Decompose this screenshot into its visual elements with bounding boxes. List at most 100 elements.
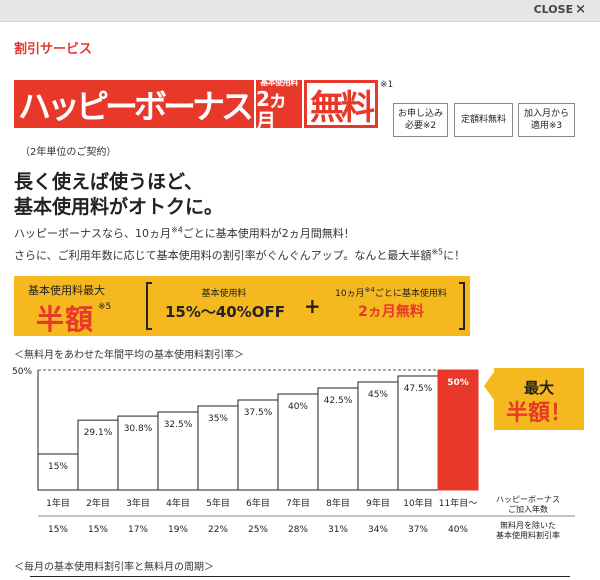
tag-line: 定額料無料 [460,115,506,125]
close-icon: × [575,2,586,17]
x-tick-label-9: 9年目 [366,497,390,509]
banner-plus: + [304,294,321,318]
tag-line: 加入月から [523,109,569,119]
tag-flat-fee-free: 定額料無料 [454,103,513,137]
row-label-years-1: ハッピーボーナス [496,495,560,504]
x-tick-label-11: 11年目～ [439,497,477,509]
description-para-1: ハッピーボーナスなら、10ヵ月※4ごとに基本使用料が2ヵ月間無料！ [14,225,355,241]
bar-6 [237,399,279,491]
para2-pre: さらに、ご利用年数に応じて基本使用料の割引率がぐんぐんアップ。なんと最大半額 [14,249,432,262]
bar-label-10: 47.5% [404,384,433,394]
bracket-right [459,282,465,330]
banner-half-sup: ※5 [98,302,112,312]
bar-label-9: 45% [368,390,388,400]
chart-caption: ＜無料月をあわせた年間平均の基本使用料割引率＞ [14,350,244,361]
x-tick-label-3: 3年目 [126,497,150,509]
x-tick-label-5: 5年目 [206,497,230,509]
x-tick-label-10: 10年目 [403,497,432,509]
close-label: CLOSE [533,3,574,16]
x-tick-label-1: 1年目 [46,497,70,509]
bar-8 [317,387,359,491]
logo-note: ※1 [380,80,394,90]
table-top-border [30,576,570,580]
bar-label-11: 50% [447,378,469,388]
bar-2 [77,419,119,491]
row-label-years-2: ご加入年数 [508,504,548,514]
bar-label-3: 30.8% [124,424,153,434]
excl-rate-5: 22% [208,525,228,535]
logo-months-text: 2ヵ月 [256,86,288,133]
x-tick-label-6: 6年目 [246,497,270,509]
excl-rate-1: 15% [48,525,68,535]
discount-rate-chart: 50% 15% 1年目 15% 29.1% 2年目 15% 30.8% 3年目 17% 32.5% 4… [12,367,584,540]
banner-half: 半額 [36,303,95,336]
bar-11 [437,369,479,491]
tag-application-required: お申し込み必要※2 [393,103,448,137]
tag-line: 適用※3 [530,121,563,131]
x-tick-label-7: 7年目 [286,497,310,509]
tag-line: お申し込み [397,109,443,119]
row-label-rate-2: 基本使用料割引率 [496,530,560,540]
top-bar: CLOSE × [0,0,600,22]
bar-label-2: 29.1% [84,428,113,438]
p2-pre: 10ヵ月 [335,289,365,299]
close-button[interactable]: CLOSE × [534,3,586,16]
para1-post: ごとに基本使用料が2ヵ月間無料！ [182,227,355,240]
contract-note: （2年単位のご契約） [20,147,117,158]
excl-rate-9: 34% [368,525,388,535]
excl-rate-11: 40% [448,525,468,535]
banner-max-label: 基本使用料最大 [28,284,105,297]
discount-banner: 基本使用料最大 半額 ※5 基本使用料 15%～40%OFF + 10ヵ月※4ご… [14,276,470,336]
bar-label-4: 32.5% [164,420,193,430]
excl-rate-10: 37% [408,525,428,535]
banner-part1-value: 15%～40%OFF [164,303,286,321]
excl-rate-7: 28% [288,525,308,535]
p2-sup: ※4 [364,286,375,294]
excl-rate-6: 25% [248,525,268,535]
headline-line2: 基本使用料がオトクに。 [14,196,224,218]
bar-label-6: 37.5% [244,408,273,418]
headline-line1: 長く使えば使うほど、 [14,171,204,193]
x-tick-label-8: 8年目 [326,497,350,509]
x-tick-label-2: 2年目 [86,497,110,509]
row-label-rate-1: 無料月を除いた [500,520,556,530]
bar-label-5: 35% [208,414,228,424]
logo-free-text: 無料 [304,80,378,128]
y-top-label: 50% [12,367,32,377]
banner-part2-label: 10ヵ月※4ごとに基本使用料 [326,286,456,299]
para1-sup: ※4 [171,225,183,235]
x-tick-label-4: 4年目 [166,497,190,509]
excl-rate-4: 19% [168,525,188,535]
bar-3 [117,415,159,491]
banner-part1-label: 基本使用料 [201,289,247,299]
logo-small-text: 基本使用料 [260,77,298,87]
callout-shape [484,368,584,430]
bar-4 [157,411,199,491]
para2-post: に！ [443,249,466,262]
excl-rate-3: 17% [128,525,148,535]
happy-bonus-logo: ハッピーボーナス 基本使用料 2ヵ月 無料 ※1 [14,77,394,132]
para2-sup: ※5 [431,247,444,257]
description-para-2: さらに、ご利用年数に応じて基本使用料の割引率がぐんぐんアップ。なんと最大半額※5… [14,247,465,263]
bar-label-7: 40% [288,402,308,412]
headline: 長く使えば使うほど、 基本使用料がオトクに。 [14,170,223,220]
chart-caption-2: ＜毎月の基本使用料割引率と無料月の周期＞ [14,562,214,573]
tag-applied-from-join-month: 加入月から適用※3 [518,103,575,137]
callout-line1: 最大 [524,379,554,397]
bar-label-1: 15% [48,462,68,472]
tag-line: 必要※2 [404,121,437,131]
p2-post: ごとに基本使用料 [374,289,447,299]
logo-stack: 基本使用料 2ヵ月 [254,77,302,132]
para1-pre: ハッピーボーナスなら、10ヵ月 [14,227,171,240]
callout-line2: 半額！ [506,400,572,426]
bar-7 [277,393,319,491]
logo-main-text: ハッピーボーナス [14,80,254,128]
excl-rate-2: 15% [88,525,108,535]
excl-rate-8: 31% [328,525,348,535]
banner-part2-value: 2ヵ月無料 [358,304,424,320]
section-title: 割引サービス [14,42,93,57]
bar-label-8: 42.5% [324,396,353,406]
bar-5 [197,405,239,491]
bracket-left [146,282,152,330]
bar-1 [37,453,79,491]
